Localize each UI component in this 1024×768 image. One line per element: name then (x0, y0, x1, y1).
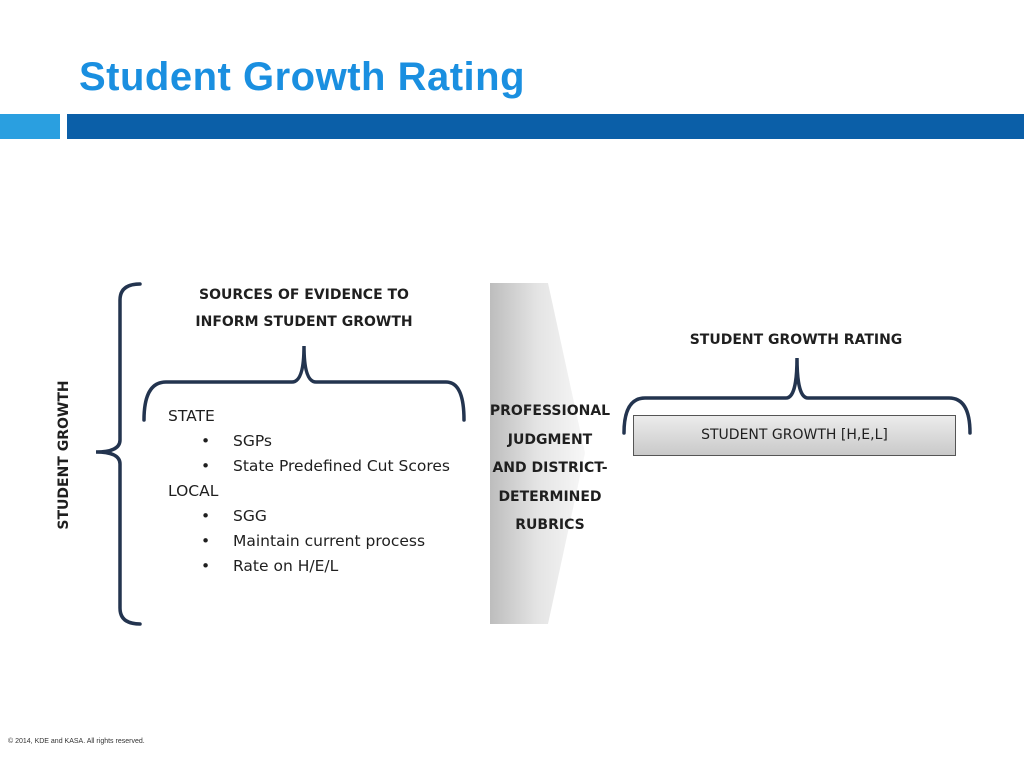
sources-brace (142, 345, 466, 422)
arrow-text-line: DETERMINED (498, 488, 602, 505)
bullet-icon: • (201, 532, 211, 550)
list-item: • State Predefined Cut Scores (168, 454, 473, 479)
arrow-text: PROFESSIONAL JUDGMENT AND DISTRICT- DETE… (485, 397, 615, 540)
evidence-list: STATE • SGPs • State Predefined Cut Scores… (168, 404, 473, 579)
rating-heading: STUDENT GROWTH RATING (689, 332, 903, 348)
bullet-icon: • (201, 557, 211, 575)
student-growth-bracket (95, 282, 142, 626)
bullet-icon: • (201, 457, 211, 475)
sources-heading-line1: SOURCES OF EVIDENCE TO (199, 287, 409, 303)
bullet-icon: • (201, 432, 211, 450)
judgment-arrow (490, 283, 585, 624)
list-item: • SGPs (168, 429, 473, 454)
list-item: • SGG (168, 504, 473, 529)
arrow-text-line: PROFESSIONAL (489, 403, 611, 419)
arrow-text-line: AND DISTRICT- (492, 460, 608, 476)
rating-box: STUDENT GROWTH [H,E,L] (633, 415, 956, 456)
list-item-text: SGPs (233, 432, 272, 450)
list-item-text: Maintain current process (233, 532, 426, 550)
list-item: • Rate on H/E/L (168, 554, 473, 579)
list-item-text: State Predefined Cut Scores (233, 457, 450, 475)
list-item: • Maintain current process (168, 529, 473, 554)
group-label-local: LOCAL (168, 482, 219, 500)
title-bar (67, 114, 1024, 139)
title-bar-accent (0, 114, 60, 139)
arrow-text-line: RUBRICS (515, 517, 585, 533)
arrow-text-line: JUDGMENT (507, 431, 593, 448)
list-item-text: SGG (233, 507, 267, 525)
rating-brace (622, 357, 972, 435)
student-growth-label: STUDENT GROWTH (56, 380, 72, 530)
footer-copyright: © 2014, KDE and KASA. All rights reserve… (8, 738, 145, 745)
slide-title: Student Growth Rating (79, 55, 526, 99)
group-label-state: STATE (168, 407, 215, 425)
list-item-text: Rate on H/E/L (233, 557, 339, 575)
bullet-icon: • (201, 507, 211, 525)
sources-heading: SOURCES OF EVIDENCE TO INFORM STUDENT GR… (184, 282, 424, 336)
sources-heading-line2: INFORM STUDENT GROWTH (195, 314, 413, 330)
